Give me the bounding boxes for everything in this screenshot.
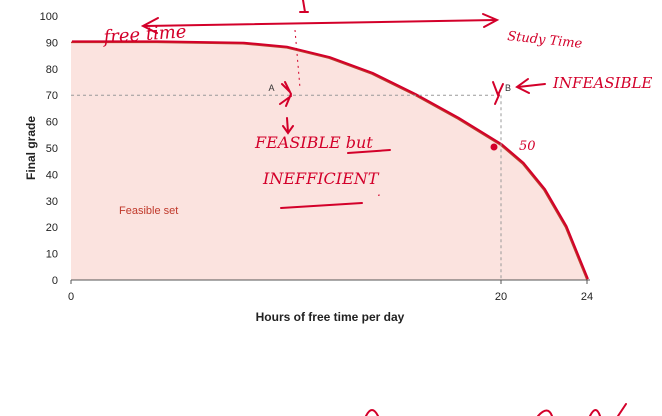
pen-stroke xyxy=(537,409,553,416)
y-tick-label: 10 xyxy=(46,249,58,261)
study-time-arrowhead xyxy=(482,13,500,28)
y-tick-label: 90 xyxy=(46,37,58,49)
arrow-at-point-b xyxy=(492,81,504,105)
value-50-note: 50 xyxy=(519,139,536,154)
y-axis-title: Final grade xyxy=(24,116,38,180)
infeasible-note: INFEASIBLE xyxy=(552,74,652,92)
free-time-arrow xyxy=(144,19,497,27)
x-tick-label: 20 xyxy=(495,291,507,303)
pen-traced-frontier xyxy=(72,40,589,280)
feasible-but-note: FEASIBLE but xyxy=(254,133,373,152)
arrow-to-point-a xyxy=(279,81,293,133)
pen-stroke xyxy=(365,409,379,416)
divider-mark xyxy=(299,0,309,13)
point-label-b: B xyxy=(505,83,511,93)
pen-stroke xyxy=(589,409,601,416)
study-time-note: Study Time xyxy=(507,29,584,52)
bottom-pen-strokes xyxy=(365,403,627,416)
x-tick-label: 0 xyxy=(68,291,74,303)
y-tick-label: 50 xyxy=(46,143,58,155)
handwritten-annotations xyxy=(140,0,546,209)
ink-dot: . xyxy=(377,185,381,199)
dashed-pen-line xyxy=(294,29,301,89)
y-tick-label: 80 xyxy=(46,64,58,76)
y-tick-label: 30 xyxy=(46,196,58,208)
y-tick-labels: 0 10 20 30 40 50 60 70 80 90 100 xyxy=(40,11,58,287)
infeasible-arrowhead xyxy=(515,78,530,94)
pen-stroke xyxy=(617,403,627,416)
y-tick-label: 60 xyxy=(46,117,58,129)
but-underline xyxy=(347,149,391,154)
axes xyxy=(71,279,590,281)
x-tick-label: 24 xyxy=(581,291,593,303)
inefficient-underline xyxy=(280,202,363,209)
region-label: Feasible set xyxy=(119,205,178,217)
y-tick-label: 20 xyxy=(46,222,58,234)
y-tick-label: 70 xyxy=(46,90,58,102)
y-tick-label: 100 xyxy=(40,11,58,23)
inefficient-note: INEFFICIENT xyxy=(262,169,380,188)
marker-at-50 xyxy=(490,143,498,151)
x-axis-title: Hours of free time per day xyxy=(256,310,405,324)
arrowhead-point-a xyxy=(282,125,294,135)
y-tick-label: 40 xyxy=(46,169,58,181)
point-label-a: A xyxy=(269,83,275,93)
x-tick-labels: 0 20 24 xyxy=(68,280,593,303)
feasible-set-area xyxy=(71,42,587,281)
free-time-arrowhead xyxy=(140,17,159,34)
infeasible-arrow xyxy=(517,83,546,88)
y-tick-label: 0 xyxy=(52,275,58,287)
